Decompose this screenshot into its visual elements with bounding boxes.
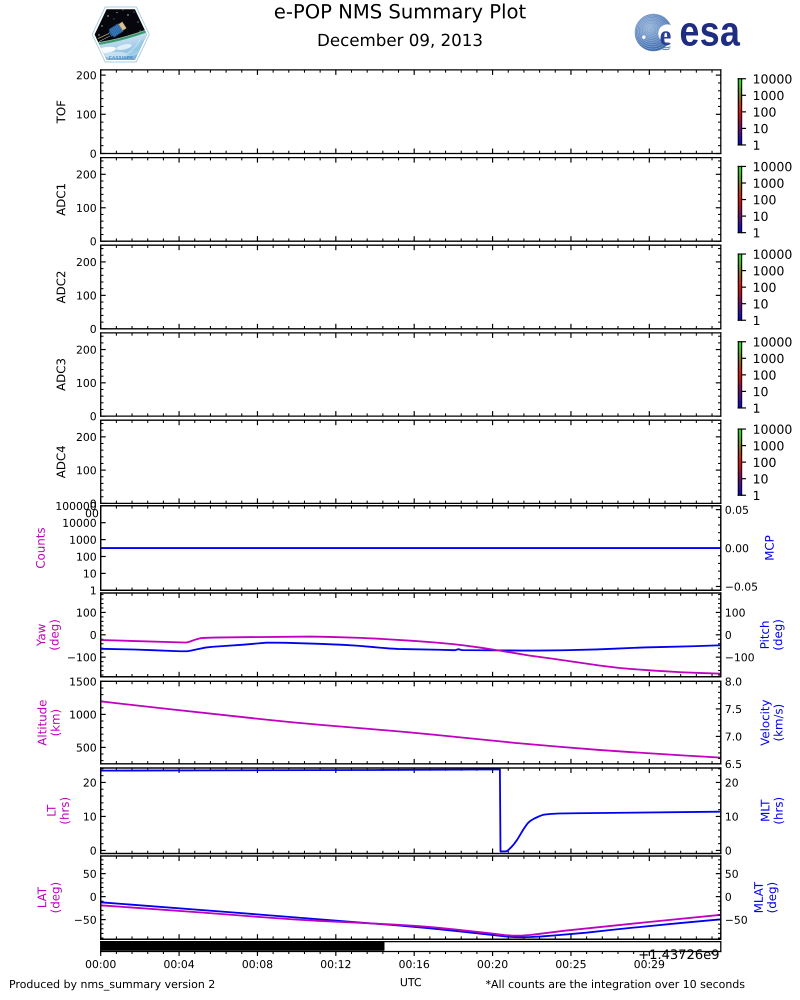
svg-text:CASSIOPE: CASSIOPE [109,55,133,60]
svg-text:e: e [660,19,672,52]
svg-text:esa: esa [680,9,741,55]
